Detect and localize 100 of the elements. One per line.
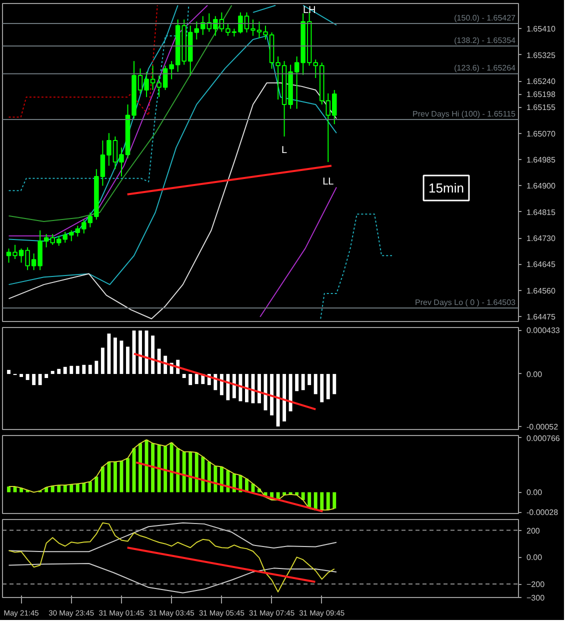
y-tick-label: 0.00 <box>526 488 543 498</box>
bar <box>94 360 98 374</box>
y-tick-label: 1.64730 <box>526 234 556 244</box>
bar <box>70 366 74 374</box>
bar <box>226 374 230 400</box>
bar <box>113 462 117 492</box>
bar <box>332 492 336 509</box>
bar <box>144 330 148 374</box>
bar <box>126 458 130 492</box>
bar <box>258 374 261 404</box>
y-tick-label: 1.65070 <box>526 129 556 138</box>
bar <box>232 374 236 398</box>
bar <box>82 364 86 374</box>
y-tick-label: -0.00052 <box>526 422 559 432</box>
bar <box>32 374 36 386</box>
bar <box>301 374 305 390</box>
bar <box>70 484 74 492</box>
line-series <box>8 439 335 510</box>
bar <box>107 462 111 492</box>
bar <box>207 462 211 492</box>
bar <box>113 338 117 374</box>
bar <box>144 440 148 492</box>
bar <box>157 444 161 492</box>
y-tick-label: 0.00 <box>526 553 543 562</box>
bar <box>201 456 205 492</box>
annotation: (123.6) - 1.65264 <box>454 64 516 73</box>
y-tick-label: 1.64985 <box>526 156 556 165</box>
annotation: (150.0) - 1.65427 <box>454 14 516 23</box>
bar <box>151 443 155 492</box>
bar <box>50 370 54 374</box>
y-tick-label: 1.64645 <box>526 260 556 270</box>
bar <box>326 374 330 400</box>
bar <box>188 452 192 492</box>
bar <box>57 485 61 492</box>
y-tick-label: 1.64475 <box>526 312 556 322</box>
y-tick-label: 1.64560 <box>526 286 556 296</box>
y-tick-label: 1.65410 <box>526 24 556 34</box>
bar <box>320 374 324 402</box>
y-tick-label: 1.65325 <box>526 50 556 60</box>
bar <box>282 374 286 422</box>
annotation: (138.2) - 1.65354 <box>454 36 516 45</box>
bar <box>170 442 174 492</box>
bar <box>320 492 324 510</box>
bar <box>88 364 92 374</box>
bar <box>270 374 274 416</box>
bar <box>214 466 218 492</box>
bar <box>126 346 130 374</box>
bar <box>26 374 30 380</box>
bar <box>63 485 67 492</box>
bar <box>282 492 286 496</box>
ref-line-label: Prev Days Lo ( 0 ) - 1.64503 <box>415 298 516 307</box>
bar <box>100 348 104 374</box>
y-tick-label: −200 <box>526 580 546 590</box>
bar <box>308 374 312 386</box>
bar <box>301 492 305 500</box>
y-tick-label: 1.65240 <box>526 77 556 86</box>
bar <box>38 374 42 386</box>
bar <box>107 334 111 374</box>
bar <box>7 486 10 492</box>
bar <box>295 492 299 496</box>
bar <box>157 348 161 374</box>
bar <box>138 330 142 374</box>
y-tick-label: 200 <box>526 526 540 536</box>
bar <box>182 374 186 378</box>
bar <box>176 448 180 492</box>
bar <box>50 486 54 492</box>
bar <box>76 366 80 374</box>
bar <box>7 370 10 374</box>
bar <box>94 476 98 492</box>
bar <box>238 374 242 402</box>
bar <box>188 374 192 386</box>
bar <box>63 366 67 374</box>
bar <box>245 374 248 402</box>
line-series <box>8 522 335 592</box>
bar <box>88 482 92 492</box>
bar <box>20 374 24 377</box>
y-tick-label: 1.64815 <box>526 208 556 217</box>
bar <box>332 374 336 394</box>
bar <box>276 374 280 426</box>
bar <box>295 374 299 392</box>
bar <box>138 443 142 492</box>
annotation: LL <box>322 176 334 188</box>
bar <box>326 492 330 510</box>
annotation: L <box>282 144 288 156</box>
bar <box>76 484 80 492</box>
bar <box>182 452 186 492</box>
bar <box>194 452 198 492</box>
bar <box>82 483 86 492</box>
bar <box>44 374 48 378</box>
y-tick-label: −300 <box>526 594 546 602</box>
bar <box>314 492 318 510</box>
ref-line-label: Prev Days Hi (100) - 1.65115 <box>412 110 516 119</box>
y-tick-label: 1.65198 <box>526 90 556 100</box>
bar <box>194 374 198 384</box>
y-tick-label: 0.000433 <box>526 326 560 336</box>
bar <box>151 336 155 374</box>
bar <box>314 374 318 394</box>
y-tick-label: 1.64900 <box>526 182 556 191</box>
y-tick-label: -0.00028 <box>526 508 559 518</box>
y-tick-label: 1.65155 <box>526 103 556 112</box>
